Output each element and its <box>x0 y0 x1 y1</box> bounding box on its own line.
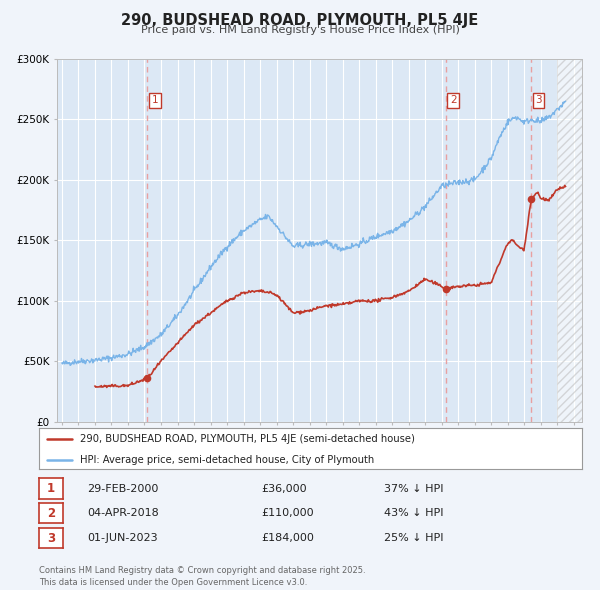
Text: £110,000: £110,000 <box>261 509 314 518</box>
Text: HPI: Average price, semi-detached house, City of Plymouth: HPI: Average price, semi-detached house,… <box>80 454 374 464</box>
Text: Contains HM Land Registry data © Crown copyright and database right 2025.
This d: Contains HM Land Registry data © Crown c… <box>39 566 365 587</box>
Text: £36,000: £36,000 <box>261 484 307 493</box>
Text: 04-APR-2018: 04-APR-2018 <box>87 509 159 518</box>
Text: Price paid vs. HM Land Registry's House Price Index (HPI): Price paid vs. HM Land Registry's House … <box>140 25 460 35</box>
Text: 29-FEB-2000: 29-FEB-2000 <box>87 484 158 493</box>
Text: 25% ↓ HPI: 25% ↓ HPI <box>384 533 443 543</box>
Text: £184,000: £184,000 <box>261 533 314 543</box>
Text: 2: 2 <box>450 96 457 105</box>
Text: 3: 3 <box>535 96 542 105</box>
Text: 01-JUN-2023: 01-JUN-2023 <box>87 533 158 543</box>
Text: 290, BUDSHEAD ROAD, PLYMOUTH, PL5 4JE (semi-detached house): 290, BUDSHEAD ROAD, PLYMOUTH, PL5 4JE (s… <box>80 434 415 444</box>
Text: 2: 2 <box>47 507 55 520</box>
Text: 290, BUDSHEAD ROAD, PLYMOUTH, PL5 4JE: 290, BUDSHEAD ROAD, PLYMOUTH, PL5 4JE <box>121 13 479 28</box>
Text: 37% ↓ HPI: 37% ↓ HPI <box>384 484 443 493</box>
Text: 3: 3 <box>47 532 55 545</box>
Text: 1: 1 <box>151 96 158 105</box>
Text: 1: 1 <box>47 482 55 495</box>
Text: 43% ↓ HPI: 43% ↓ HPI <box>384 509 443 518</box>
